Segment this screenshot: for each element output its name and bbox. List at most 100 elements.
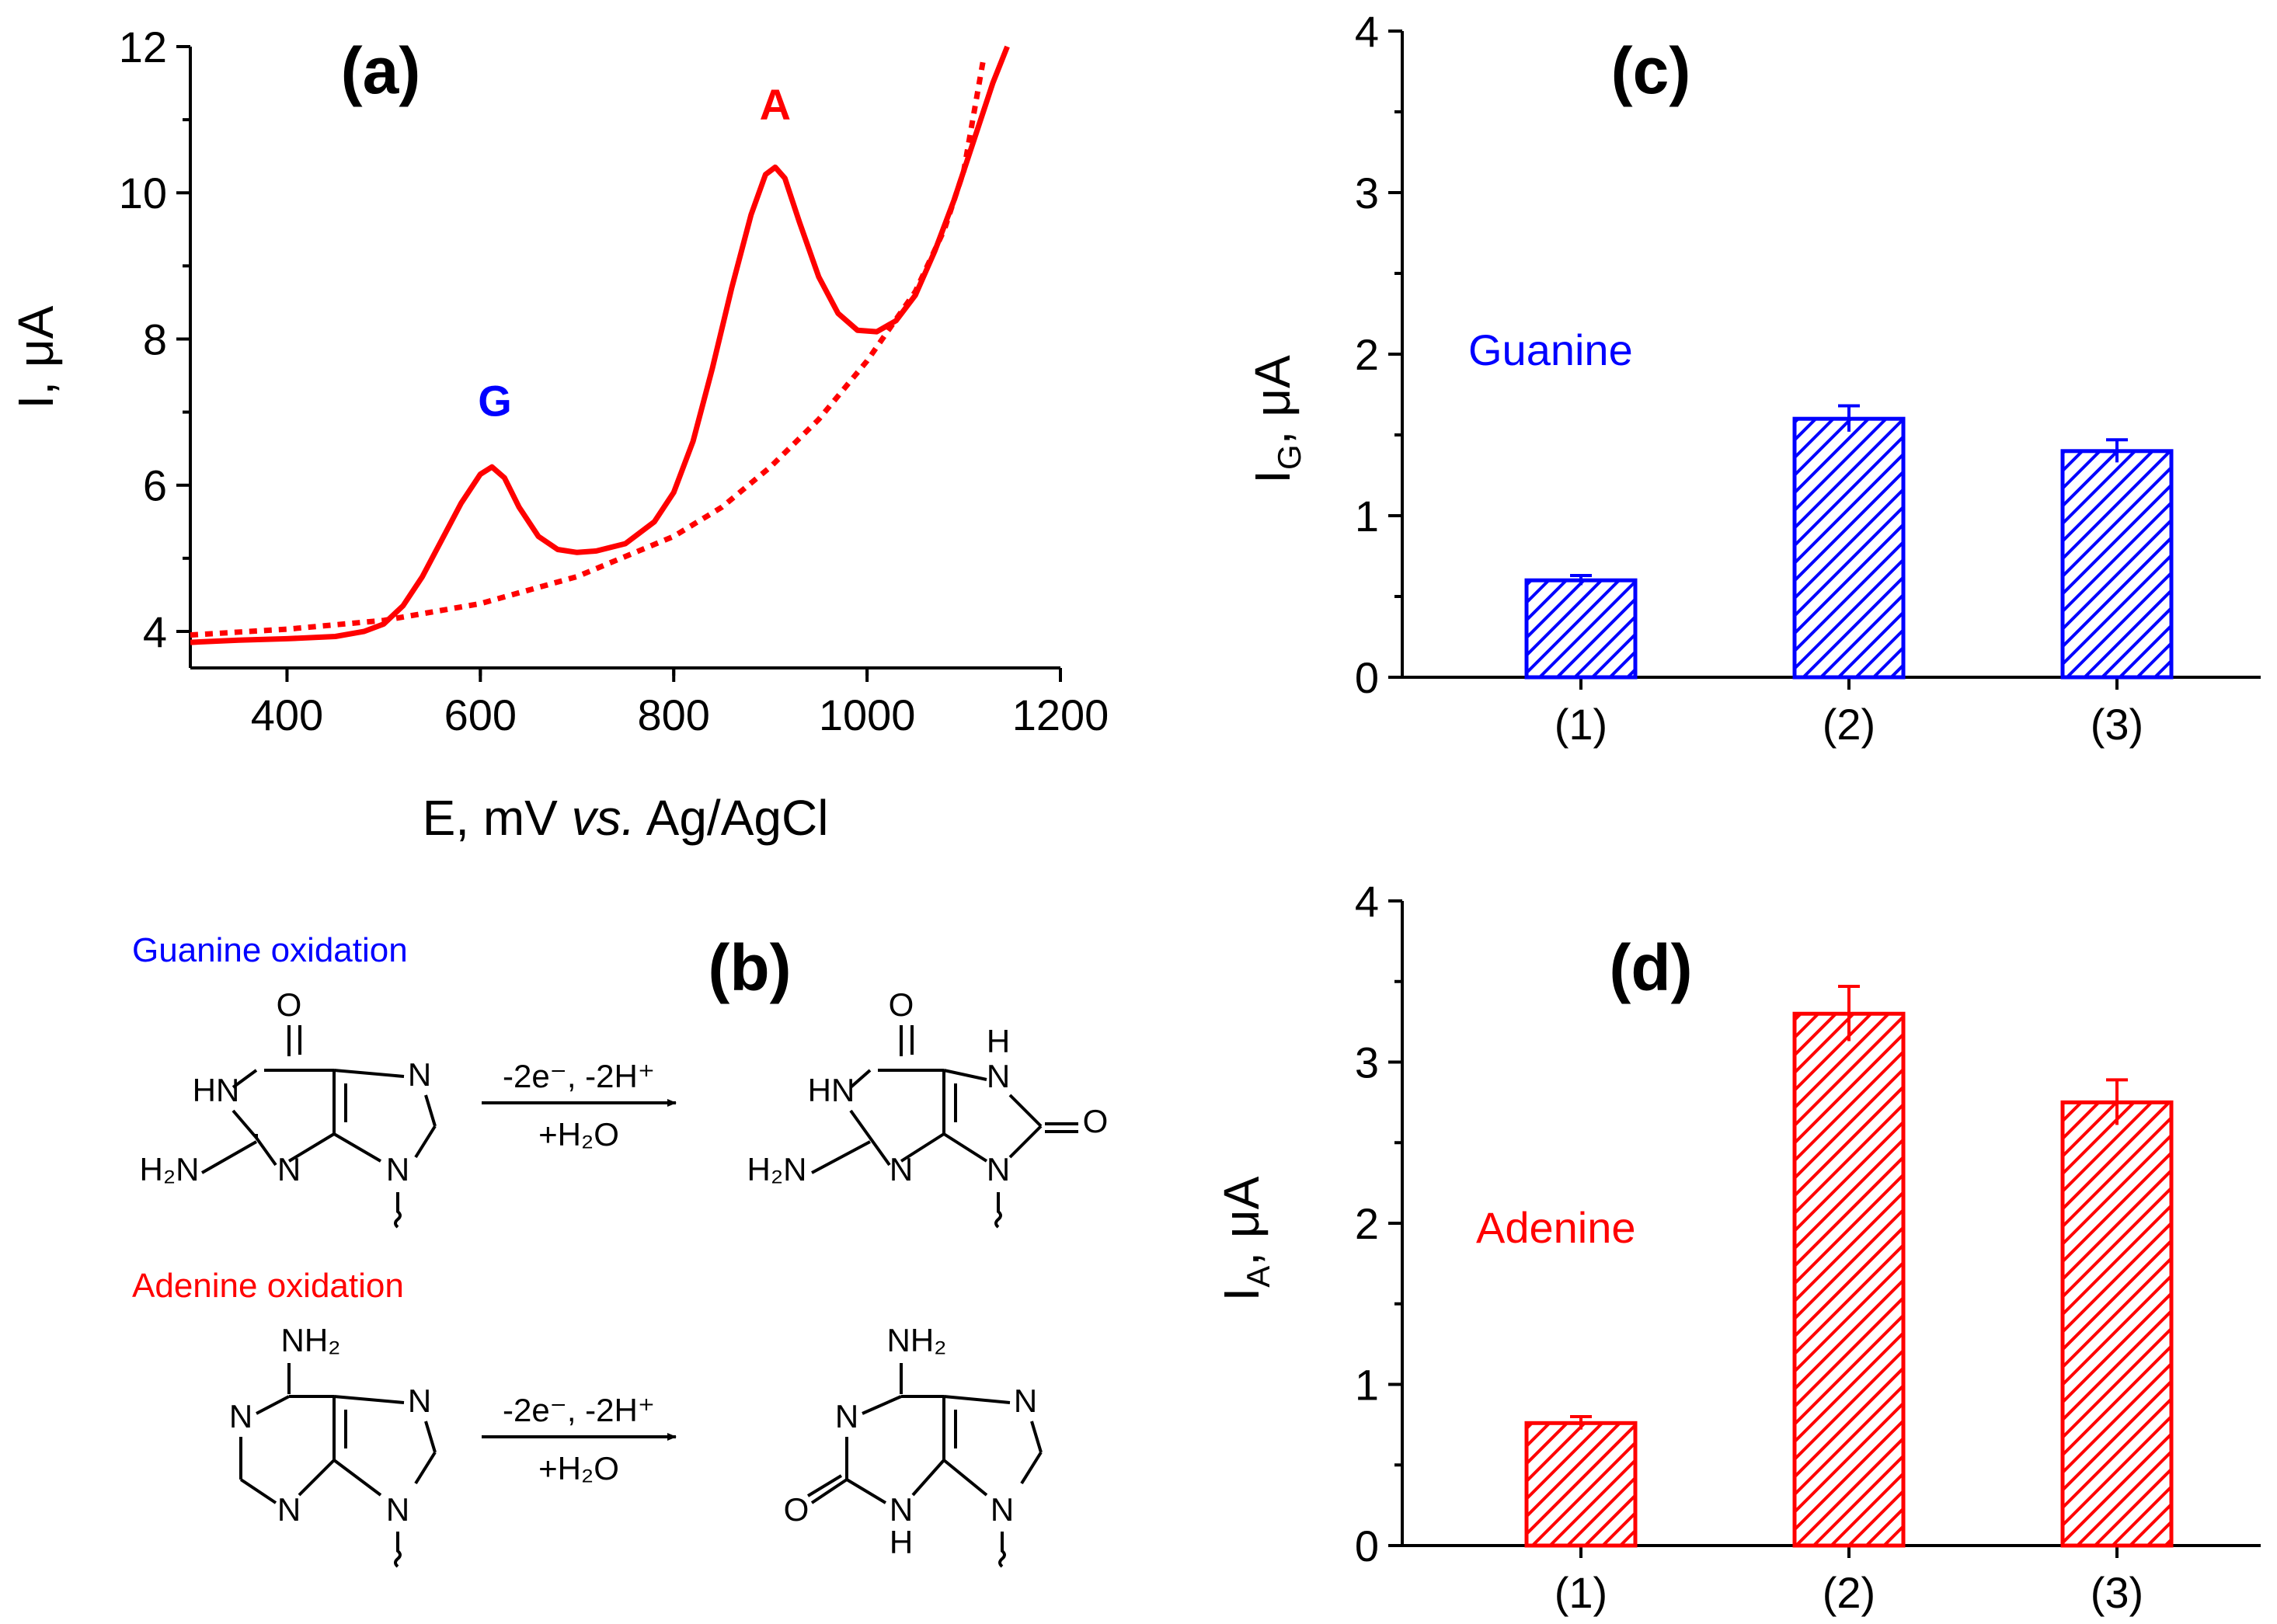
bond-lines bbox=[806, 1363, 1043, 1504]
y-tick-label: 8 bbox=[143, 315, 167, 363]
panel-b-reaction-scheme: (b) Guanine oxidation Adenine oxidation … bbox=[132, 931, 1109, 1568]
y-tick-label: 6 bbox=[143, 461, 167, 510]
bond-lines bbox=[239, 1363, 437, 1504]
x-tick-label: 1000 bbox=[819, 690, 916, 739]
atom-label: NH₂ bbox=[281, 1322, 341, 1358]
panel-c-y-title: IG, μA bbox=[1245, 355, 1307, 484]
adenine-structure: NH₂ N N N N bbox=[229, 1322, 437, 1568]
atom-label: H bbox=[890, 1524, 913, 1560]
y-tick-label: 1 bbox=[1355, 1361, 1379, 1410]
atom-label: O bbox=[889, 986, 914, 1023]
bar bbox=[1792, 416, 1906, 680]
atom-label: N bbox=[987, 1151, 1010, 1188]
x-tick-label: (1) bbox=[1555, 700, 1607, 749]
panel-a-annotations: GA bbox=[478, 80, 791, 425]
x-tick-label: 600 bbox=[444, 690, 517, 739]
x-tick-label: 400 bbox=[251, 690, 323, 739]
y-tick-label: 0 bbox=[1355, 653, 1379, 702]
y-tick-label: 3 bbox=[1355, 1038, 1379, 1087]
atom-label: HN bbox=[808, 1072, 855, 1108]
atom-label: N bbox=[229, 1398, 252, 1434]
panel-a-y-title: I, μA bbox=[8, 305, 64, 409]
panel-a-label: (a) bbox=[341, 34, 421, 107]
y-tick-label: 1 bbox=[1355, 492, 1379, 541]
atom-label: O bbox=[1083, 1103, 1109, 1139]
guanine-oxidation-title: Guanine oxidation bbox=[132, 931, 408, 969]
y-tick-label: 10 bbox=[119, 169, 167, 217]
bond-lines bbox=[201, 1025, 437, 1174]
panel-c-label: (c) bbox=[1611, 34, 1691, 107]
x-tick-label: 800 bbox=[638, 690, 710, 739]
oxoadenine-structure: NH₂ N N O N H N bbox=[784, 1322, 1043, 1568]
atom-label: N bbox=[408, 1056, 431, 1093]
x-tick-label: (3) bbox=[2091, 1568, 2143, 1617]
series-line-measured bbox=[190, 45, 1010, 645]
wavy-bond bbox=[994, 1192, 1002, 1229]
panel-d-bars bbox=[1524, 984, 2174, 1548]
y-tick-label: 3 bbox=[1355, 169, 1379, 217]
bar bbox=[2060, 449, 2174, 680]
wavy-bond bbox=[998, 1532, 1006, 1568]
atom-label: N bbox=[835, 1398, 858, 1434]
panel-a-series bbox=[190, 45, 1010, 645]
atom-label: O bbox=[277, 986, 302, 1023]
bar bbox=[1792, 1011, 1906, 1548]
guanine-reagent-top: -2e⁻, -2H⁺ bbox=[503, 1058, 655, 1094]
guanine-structure: O HN N H₂N N N bbox=[140, 986, 437, 1229]
y-tick-label: 2 bbox=[1355, 330, 1379, 379]
series-line-baseline bbox=[190, 61, 986, 638]
y-tick-label: 4 bbox=[143, 607, 167, 656]
atom-label: N bbox=[277, 1491, 301, 1528]
y-tick-label: 4 bbox=[1355, 7, 1379, 56]
x-tick-label: (2) bbox=[1823, 1568, 1875, 1617]
panel-a-x-title: E, mV vs. Ag/AgCl bbox=[423, 790, 829, 846]
atom-label: HN bbox=[193, 1072, 240, 1108]
bond-lines bbox=[811, 1025, 1078, 1174]
atom-label: N bbox=[987, 1058, 1010, 1094]
panel-d-y-title: IA, μA bbox=[1213, 1176, 1276, 1301]
x-tick-label: (3) bbox=[2091, 700, 2143, 749]
atom-label: NH₂ bbox=[887, 1322, 947, 1358]
panel-c-annotation: Guanine bbox=[1468, 325, 1633, 374]
panel-d-annotation: Adenine bbox=[1476, 1203, 1636, 1252]
x-tick-label: (1) bbox=[1555, 1568, 1607, 1617]
panel-d-ticks: 0 1 2 3 4 (1) (2) (3) bbox=[1355, 877, 2143, 1617]
atom-label: O bbox=[784, 1491, 809, 1528]
panel-c-bars bbox=[1524, 404, 2174, 680]
x-tick-label: (2) bbox=[1823, 700, 1875, 749]
wavy-bond bbox=[394, 1192, 402, 1229]
x-tick-label: 1200 bbox=[1012, 690, 1109, 739]
atom-label: N bbox=[991, 1491, 1014, 1528]
atom-label: H₂N bbox=[747, 1151, 807, 1188]
y-tick-label: 12 bbox=[119, 23, 167, 71]
peak-label: G bbox=[478, 376, 512, 425]
panel-d-label: (d) bbox=[1609, 931, 1692, 1004]
adenine-reagent-top: -2e⁻, -2H⁺ bbox=[503, 1392, 655, 1428]
atom-label: N bbox=[386, 1151, 409, 1188]
guanine-reagent-bottom: +H₂O bbox=[538, 1116, 619, 1153]
atom-label: N bbox=[890, 1491, 913, 1528]
adenine-reagent-bottom: +H₂O bbox=[538, 1450, 619, 1487]
panel-d-adenine-bars: (d) 0 1 2 3 4 (1) (2) (3) Adenine IA, μA bbox=[1213, 877, 2261, 1617]
atom-label: H bbox=[987, 1023, 1010, 1059]
panel-a-ticks: 400 600 800 1000 1200 4 6 8 10 12 bbox=[119, 23, 1109, 739]
panel-c-guanine-bars: (c) 0 1 2 3 4 (1) (2) (3) Guanine IG, μA bbox=[1245, 7, 2261, 749]
oxoguanine-structure: O H N HN O H₂N N N bbox=[747, 986, 1109, 1229]
bar bbox=[2060, 1100, 2174, 1548]
wavy-bond bbox=[394, 1532, 402, 1568]
panel-c-ticks: 0 1 2 3 4 (1) (2) (3) bbox=[1355, 7, 2143, 749]
adenine-oxidation-title: Adenine oxidation bbox=[132, 1267, 404, 1305]
bar bbox=[1524, 578, 1638, 680]
y-tick-label: 0 bbox=[1355, 1521, 1379, 1570]
atom-label: H₂N bbox=[140, 1151, 200, 1188]
atom-label: N bbox=[1014, 1382, 1037, 1419]
atom-label: N bbox=[408, 1382, 431, 1419]
panel-b-label: (b) bbox=[708, 931, 791, 1004]
atom-label: N bbox=[386, 1491, 409, 1528]
y-tick-label: 4 bbox=[1355, 877, 1379, 926]
bar bbox=[1524, 1421, 1638, 1548]
peak-label: A bbox=[760, 80, 791, 129]
y-tick-label: 2 bbox=[1355, 1199, 1379, 1248]
